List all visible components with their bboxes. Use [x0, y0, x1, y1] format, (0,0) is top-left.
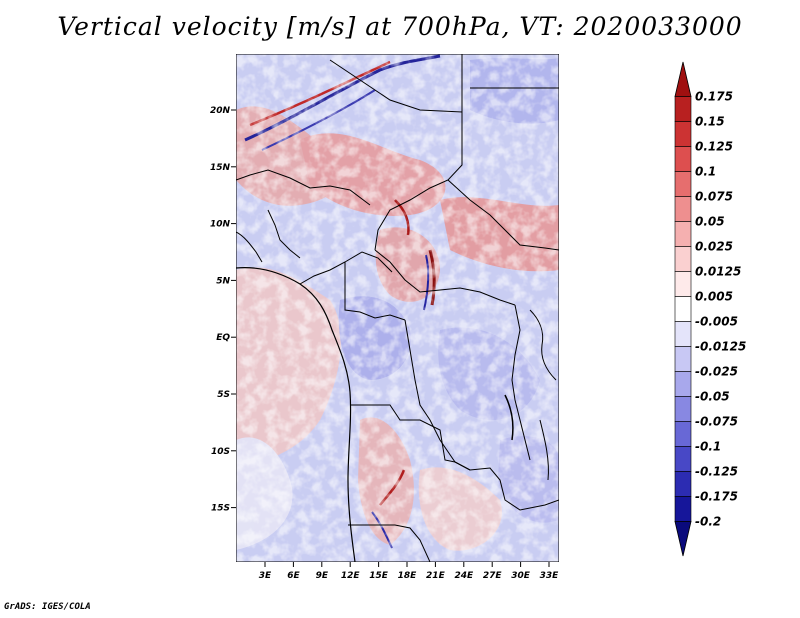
lat-tick-label: 5N: [216, 276, 230, 286]
colorbar-swatch: [674, 96, 692, 122]
lon-tick-label: 21E: [426, 571, 446, 581]
colorbar-label: 0.1: [695, 165, 716, 179]
grads-credit: GrADS: IGES/COLA: [4, 602, 91, 612]
lon-tick-label: 15E: [369, 571, 389, 581]
field-texture: [236, 54, 559, 562]
colorbar-bottom-arrow: [674, 521, 692, 557]
map-title: Vertical velocity [m/s] at 700hPa, VT: 2…: [57, 12, 743, 41]
lon-tick-label: 27E: [483, 571, 503, 581]
colorbar-swatch: [674, 371, 692, 397]
velocity-map-panel: [236, 54, 559, 562]
lon-tick-label: 33E: [540, 571, 560, 581]
colorbar-swatch: [674, 121, 692, 147]
colorbar-top-arrow: [674, 61, 692, 97]
lon-tick-label: 30E: [511, 571, 531, 581]
colorbar-swatch: [674, 446, 692, 472]
colorbar: 0.175 0.15 0.125 0.1 0.075 0.05 0.025 0.0125 0.0…: [674, 61, 746, 557]
colorbar-label: -0.175: [695, 489, 738, 503]
colorbar-label: -0.005: [695, 314, 738, 328]
colorbar-label: -0.025: [695, 364, 738, 378]
colorbar-swatch: [674, 221, 692, 247]
country-borders: [236, 54, 559, 562]
colorbar-swatch: [674, 421, 692, 447]
colorbar-swatch: [674, 196, 692, 222]
colorbar-label: 0.0125: [695, 265, 741, 279]
lon-tick-label: 3E: [259, 571, 272, 581]
colorbar-swatch: [674, 171, 692, 197]
colorbar-label: -0.2: [695, 514, 721, 528]
lat-tick-label: EQ: [216, 333, 230, 343]
colorbar-swatch: [674, 146, 692, 172]
lon-tick-label: 9E: [316, 571, 329, 581]
colorbar-label: 0.025: [695, 240, 733, 254]
lat-tick-label: 15N: [210, 163, 231, 173]
colorbar-label: 0.075: [695, 190, 733, 204]
lat-tick-label: 10N: [210, 220, 231, 230]
colorbar-swatch: [674, 271, 692, 297]
colorbar-swatch: [674, 246, 692, 272]
colorbar-swatch: [674, 471, 692, 497]
colorbar-label: -0.075: [695, 414, 738, 428]
lon-tick-label: 6E: [287, 571, 300, 581]
map-axes: 3E 6E 9E 12E 15E 18E 21E 24E 27E 30E 33E 20N 15N 10N 5…: [210, 106, 559, 581]
lat-tick-label: 20N: [210, 106, 231, 116]
colorbar-label: -0.0125: [695, 339, 746, 353]
colorbar-label: -0.05: [695, 389, 730, 403]
colorbar-swatch: [674, 321, 692, 347]
lat-tick-label: 10S: [211, 447, 230, 457]
colorbar-label: 0.05: [695, 215, 725, 229]
colorbar-label: -0.1: [695, 439, 721, 453]
lon-tick-label: 18E: [398, 571, 418, 581]
colorbar-label: 0.125: [695, 140, 733, 154]
colorbar-swatch: [674, 346, 692, 372]
lon-tick-label: 12E: [341, 571, 361, 581]
colorbar-swatch: [674, 396, 692, 422]
colorbar-label: 0.15: [695, 115, 725, 129]
colorbar-swatch: [674, 496, 692, 522]
lat-tick-label: 15S: [211, 504, 230, 514]
colorbar-swatch: [674, 296, 692, 322]
colorbar-label: 0.175: [695, 90, 733, 104]
lat-tick-label: 5S: [217, 390, 230, 400]
lon-tick-label: 24E: [454, 571, 474, 581]
colorbar-label: -0.125: [695, 464, 738, 478]
colorbar-label: 0.005: [695, 290, 733, 304]
